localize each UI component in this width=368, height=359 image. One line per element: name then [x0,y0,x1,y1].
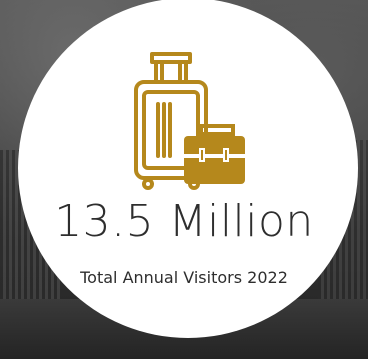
stat-caption: Total Annual Visitors 2022 [80,268,288,287]
stat-value: 13.5 Million [54,196,314,247]
luggage-and-briefcase-icon [134,52,245,190]
